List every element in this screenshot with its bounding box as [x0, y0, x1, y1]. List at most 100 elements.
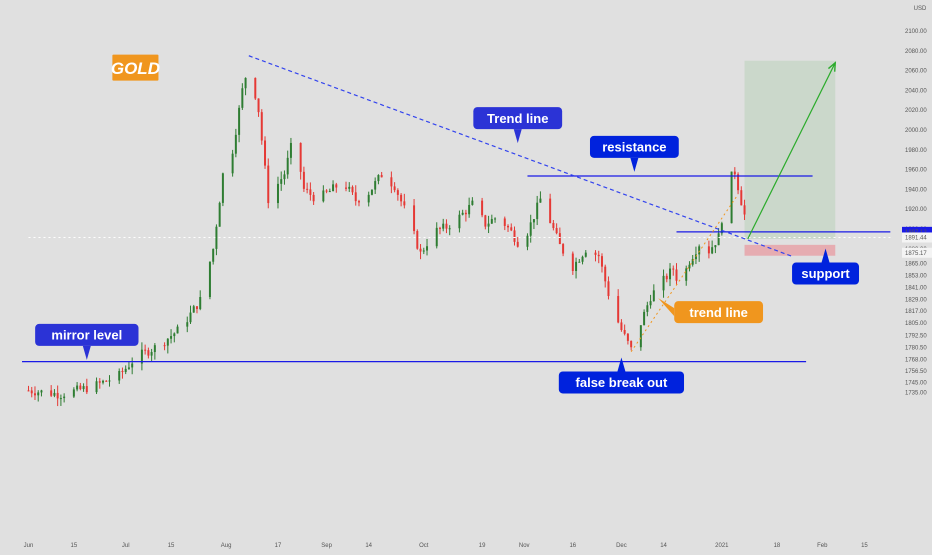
candle: [221, 172, 224, 207]
candle-body: [740, 190, 743, 206]
candle: [370, 189, 373, 196]
candle: [413, 199, 416, 235]
candle: [118, 368, 121, 384]
time-tick-label: Aug: [221, 543, 232, 549]
candle: [267, 158, 270, 209]
candle-body: [555, 228, 558, 234]
candle: [490, 214, 493, 225]
trend-line-lower-callout-text: trend line: [689, 305, 748, 320]
price-tick-label: 1756.50: [905, 369, 927, 375]
candle-body: [124, 368, 127, 372]
candle-body: [264, 140, 267, 166]
price-tick-label: 1780.50: [905, 345, 927, 351]
ascending-trend-line[interactable]: [630, 194, 739, 353]
candle: [40, 389, 43, 397]
candle: [127, 361, 130, 370]
candle-body: [513, 230, 516, 242]
candle: [332, 180, 335, 192]
mirror-level-callout[interactable]: mirror level: [35, 323, 139, 360]
candle: [426, 238, 429, 256]
candle-body: [584, 252, 587, 257]
candle: [76, 382, 79, 392]
projection-arrow[interactable]: [747, 62, 836, 240]
candle: [400, 193, 403, 207]
candle-body: [348, 186, 351, 189]
candle: [306, 182, 309, 194]
candle: [468, 197, 471, 218]
candle: [581, 255, 584, 265]
false-break-out-callout[interactable]: false break out: [558, 357, 685, 394]
candle: [144, 344, 147, 355]
candle-body: [189, 312, 192, 323]
trend-line-callout[interactable]: Trend line: [473, 107, 563, 144]
trend-line-lower-callout-box: [674, 301, 764, 324]
price-tick-label: 1817.00: [905, 309, 927, 315]
support-callout[interactable]: support: [792, 248, 860, 285]
candle-body: [186, 322, 189, 327]
candle: [594, 250, 597, 262]
candle: [626, 332, 629, 345]
time-tick-label: 16: [569, 543, 576, 549]
candle: [108, 375, 111, 387]
candle: [604, 264, 607, 288]
candle: [82, 383, 85, 392]
candle: [688, 261, 691, 272]
candle-body: [150, 352, 153, 356]
candle: [675, 263, 678, 286]
candle-body: [620, 322, 623, 331]
candle-body: [646, 305, 649, 312]
candle-body: [707, 246, 710, 254]
candle: [526, 233, 529, 251]
candle: [276, 176, 279, 209]
price-axis[interactable]: USD 1735.00 1745.00 1756.50 1768.00 1780.50 1…: [902, 0, 932, 540]
resistance-callout[interactable]: resistance: [589, 135, 679, 172]
candle: [458, 210, 461, 233]
price-tick-label: 1745.00: [905, 380, 927, 386]
time-axis[interactable]: Jun 15 Jul 15 Aug 17 Sep 14 Oct 19 Nov 16 Dec 14 2021 1…: [0, 540, 932, 550]
candle-body: [649, 301, 652, 306]
candle: [733, 167, 736, 180]
candle-body: [665, 275, 668, 280]
candle: [192, 304, 195, 313]
candle: [238, 105, 241, 143]
false-break-out-callout-text: false break out: [576, 375, 668, 390]
candle-body: [733, 171, 736, 175]
price-tick-label: 1792.50: [905, 333, 927, 339]
candle: [335, 182, 338, 193]
candle: [153, 343, 156, 360]
candle: [354, 185, 357, 206]
candle: [555, 223, 558, 235]
candle: [484, 214, 487, 230]
time-tick-label: 19: [479, 543, 486, 549]
resistance-callout-pointer: [630, 157, 639, 172]
candle: [98, 378, 101, 389]
descending-trend-line[interactable]: [248, 55, 794, 258]
candle: [649, 294, 652, 309]
candle: [552, 220, 555, 231]
candle-body: [380, 175, 383, 178]
candle-body: [714, 245, 717, 248]
candle-body: [354, 192, 357, 202]
price-tick-label: 1940.00: [905, 187, 927, 193]
trend-line-lower-callout[interactable]: trend line: [658, 298, 764, 324]
target-zone: [744, 60, 836, 239]
time-tick-label: Jun: [24, 543, 34, 549]
candle: [27, 385, 30, 392]
candle: [244, 77, 247, 96]
candle-body: [669, 268, 672, 280]
candle-body: [212, 248, 215, 262]
stop-zone: [744, 244, 836, 256]
candle: [503, 216, 506, 231]
candle-body: [607, 281, 610, 297]
gold-title-label[interactable]: GOLD: [111, 54, 160, 81]
candle-body: [328, 191, 331, 193]
candle: [643, 309, 646, 326]
price-tick-label: 1768.00: [905, 358, 927, 364]
candle-body: [552, 222, 555, 229]
candle: [283, 170, 286, 185]
candle-body: [56, 392, 59, 399]
candle-body: [85, 386, 88, 393]
candle: [393, 182, 396, 193]
